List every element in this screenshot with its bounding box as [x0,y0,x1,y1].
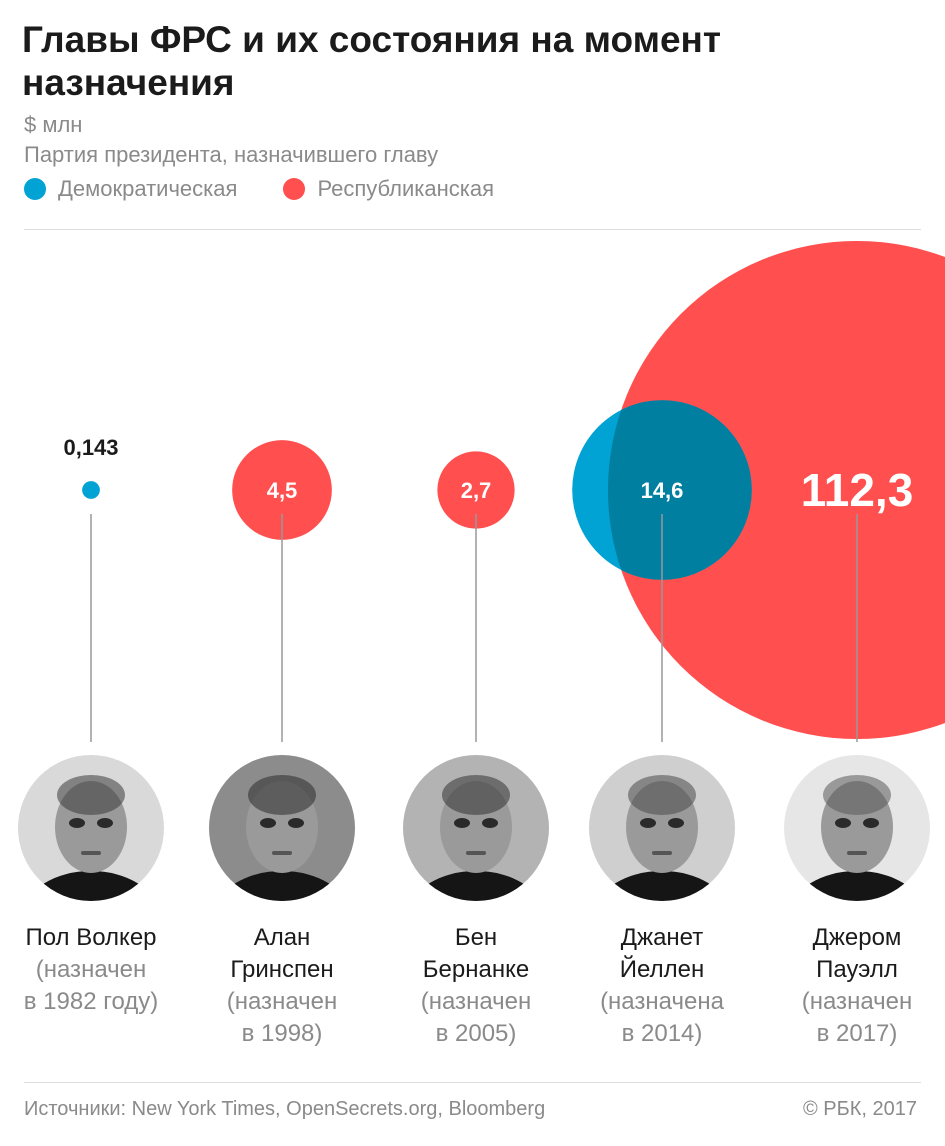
person-name-line: Алан [253,924,311,951]
person-name-line: Пол Волкер [25,924,157,951]
legend-item-republican: Республиканская [283,176,494,202]
bubble-chart: 0,143 4,5 2,7 14,6 112,3 [63,241,945,742]
value-label-greenspan: 4,5 [267,478,298,503]
legend-swatch-democratic [24,178,46,200]
person-name-line: Пауэлл [816,956,898,983]
appointment-date-line: в 2017) [816,1020,898,1047]
chart-title: Главы ФРС и их состояния на момент назна… [22,19,721,103]
person-caption-volcker: Пол Волкер (назначен в 1982 году) [0,922,191,1018]
appointment-date-line: (назначен [35,956,147,983]
appointment-date-line: в 2014) [621,1020,703,1047]
legend-label-democratic: Демократическая [58,176,238,201]
appointment-date-line: в 2005) [435,1020,517,1047]
person-name-line: Джанет [620,924,704,951]
value-label-bernanke: 2,7 [461,478,492,503]
value-label-powell: 112,3 [801,464,914,516]
bubble-greenspan [232,440,332,540]
bubble-powell [608,241,945,739]
person-name-line: Бен [454,924,498,951]
legend-swatch-republican [283,178,306,200]
powell-photo [784,755,930,901]
bernanke-photo [403,755,549,901]
bubble-overlap-yellen-powell [607,400,752,580]
yellen-photo [589,755,735,901]
person-name-line: Гринспен [230,956,334,983]
units-label: $ млн [24,112,83,137]
top-divider [24,229,921,230]
legend-label-republican: Республиканская [317,176,495,201]
appointment-date-line: (назначен [226,988,338,1015]
value-label-yellen: 14,6 [641,478,684,503]
appointment-date-line: в 1998) [241,1020,323,1047]
bottom-divider [24,1082,921,1083]
person-caption-bernanke: Бен Бернанке (назначен в 2005) [376,922,576,1050]
legend: Демократическая Республиканская [24,176,540,202]
person-caption-yellen: Джанет Йеллен (назначена в 2014) [562,922,762,1050]
person-name-line: Бернанке [422,956,530,983]
person-name-line: Йеллен [619,956,705,983]
copyright-note: © РБК, 2017 [802,1098,917,1120]
bubble-volcker [82,481,100,499]
bubble-bernanke [437,451,515,529]
appointment-date-line: (назначена [600,988,724,1015]
person-caption-powell: Джером Пауэлл (назначен в 2017) [757,922,945,1050]
person-name-line: Джером [812,924,902,951]
legend-caption: Партия президента, назначившего главу [24,142,439,167]
appointment-date-line: (назначен [801,988,913,1015]
sources-note: Источники: New York Times, OpenSecrets.o… [24,1098,546,1120]
appointment-date-line: в 1982 году) [23,988,159,1015]
appointment-date-line: (назначен [420,988,532,1015]
volcker-photo [18,755,164,901]
value-label-volcker: 0,143 [63,435,118,460]
greenspan-photo [209,755,355,901]
legend-item-democratic: Демократическая [24,176,237,202]
person-caption-greenspan: Алан Гринспен (назначен в 1998) [182,922,382,1050]
